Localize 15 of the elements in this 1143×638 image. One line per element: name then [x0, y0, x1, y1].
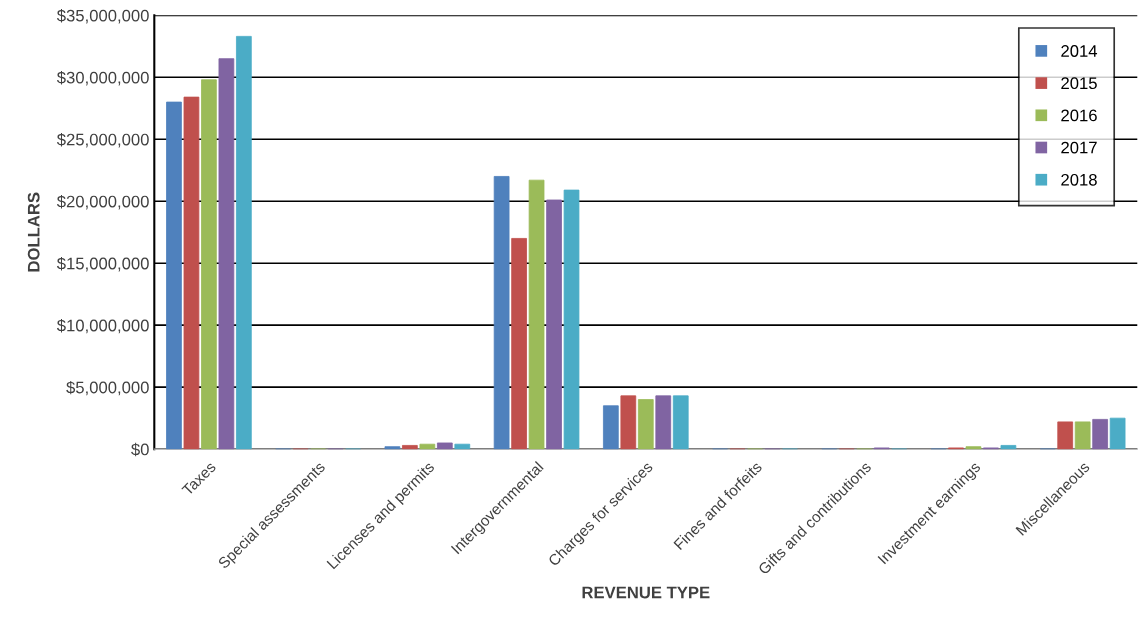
y-tick-label: $10,000,000	[56, 318, 149, 334]
y-axis-title: DOLLARS	[27, 192, 40, 272]
y-tick-label: $30,000,000	[56, 70, 149, 86]
y-tick-label: $0	[131, 442, 149, 457]
legend-label: 2014	[1061, 45, 1098, 57]
legend-label: 2018	[1061, 173, 1097, 186]
legend-label: 2016	[1061, 109, 1097, 122]
y-tick-label: $35,000,000	[56, 9, 149, 24]
y-tick-label: $5,000,000	[66, 380, 149, 396]
legend-label: 2017	[1061, 141, 1097, 154]
legend-label: 2015	[1061, 77, 1097, 90]
y-tick-label: $25,000,000	[56, 132, 149, 148]
y-tick-label: $20,000,000	[56, 194, 149, 210]
x-axis-title: REVENUE TYPE	[582, 586, 710, 599]
y-tick-label: $15,000,000	[56, 256, 149, 272]
